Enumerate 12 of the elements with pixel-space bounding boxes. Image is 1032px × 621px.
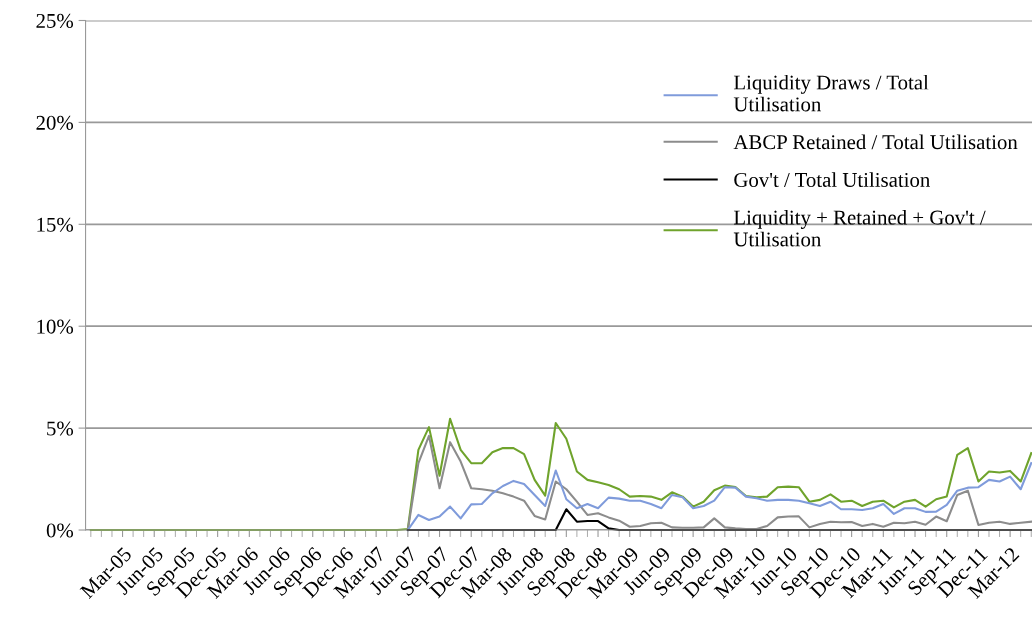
y-tick-label: 25% xyxy=(36,13,74,28)
y-tick-label: 10% xyxy=(37,319,74,334)
line-series xyxy=(406,462,1032,532)
legend-label: Liquidity + Retained + Gov't / Utilisation xyxy=(733,209,986,247)
line-series xyxy=(406,434,1032,532)
legend-label: Liquidity Draws / Total Utilisation xyxy=(733,74,929,112)
y-tick-label: 15% xyxy=(37,217,74,232)
legend-label: ABCP Retained / Total Utilisation xyxy=(733,134,1018,150)
y-tick-label: 20% xyxy=(36,115,74,130)
legend-label: Gov't / Total Utilisation xyxy=(734,172,930,187)
y-tick-label: 5% xyxy=(47,421,74,436)
y-tick-label: 0% xyxy=(46,523,74,538)
